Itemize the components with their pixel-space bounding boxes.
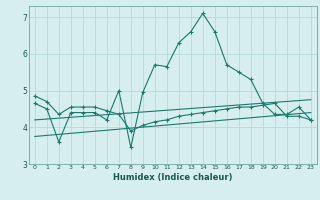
X-axis label: Humidex (Indice chaleur): Humidex (Indice chaleur) xyxy=(113,173,233,182)
